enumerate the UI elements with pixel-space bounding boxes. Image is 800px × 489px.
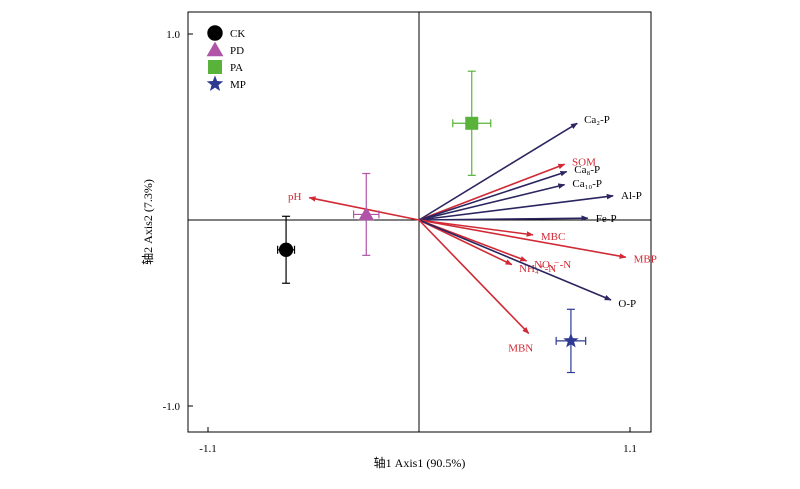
vector-label: Fe-P bbox=[596, 213, 617, 225]
vector-arrow bbox=[418, 215, 589, 222]
legend: CK PD PA MP bbox=[206, 25, 246, 92]
vector-al-p: Al-P bbox=[418, 190, 642, 221]
marker-star bbox=[206, 75, 224, 92]
vector-mbc: MBC bbox=[418, 219, 565, 243]
vector-arrow bbox=[418, 219, 534, 237]
vector-label: MBC bbox=[541, 231, 565, 243]
vector-label: Al-P bbox=[621, 190, 642, 202]
legend-label: MP bbox=[230, 79, 246, 91]
vector-ca-p: Ca₈-P bbox=[418, 164, 600, 221]
vector-arrow bbox=[418, 219, 627, 259]
vector-arrow bbox=[418, 122, 578, 221]
vector-label: Ca₈-P bbox=[574, 164, 600, 176]
legend-label: CK bbox=[230, 28, 245, 40]
vector-label: Ca₁₀-P bbox=[572, 178, 602, 190]
marker-circle bbox=[278, 242, 294, 257]
legend-item-mp: MP bbox=[206, 75, 246, 92]
marker-square bbox=[465, 116, 479, 130]
y-axis-label: 轴2 Axis2 (7.3%) bbox=[140, 179, 155, 265]
vector-mbn: MBN bbox=[418, 219, 533, 354]
marker-triangle bbox=[206, 41, 224, 57]
vector-arrow bbox=[418, 170, 568, 221]
marker-star bbox=[563, 332, 579, 348]
vector-arrow bbox=[418, 219, 612, 301]
point-pd bbox=[352, 172, 380, 256]
vector-label: O-P bbox=[618, 298, 636, 310]
vector-label: MBN bbox=[508, 342, 533, 354]
vector-fe-p: Fe-P bbox=[418, 213, 617, 225]
vector-label: pH bbox=[288, 191, 302, 203]
vector-label: SOM bbox=[572, 156, 596, 168]
y-tick-label: 1.0 bbox=[166, 29, 180, 41]
vector-arrow bbox=[418, 163, 566, 221]
vector-ph: pH bbox=[288, 191, 420, 221]
point-ck bbox=[277, 215, 296, 284]
legend-item-pa: PA bbox=[208, 60, 243, 74]
legend-item-pd: PD bbox=[206, 41, 244, 57]
vector-label: NO₃⁻-N bbox=[534, 259, 571, 271]
vector-arrow bbox=[308, 196, 420, 221]
vector-som: SOM bbox=[418, 156, 596, 221]
vector-arrow bbox=[418, 183, 566, 221]
point-pa bbox=[452, 70, 492, 176]
y-tick-label: -1.0 bbox=[163, 401, 181, 413]
x-tick-label: 1.1 bbox=[623, 443, 637, 455]
vector-arrow bbox=[418, 219, 513, 266]
vector-arrow bbox=[418, 219, 530, 335]
marker-triangle bbox=[358, 206, 375, 221]
vector-arrow bbox=[418, 193, 614, 221]
marker-square bbox=[208, 60, 222, 74]
legend-label: PA bbox=[230, 62, 243, 74]
marker-circle bbox=[207, 25, 223, 41]
vector-ca-p: Ca₂-P bbox=[418, 114, 610, 221]
vector-label: MBP bbox=[634, 254, 657, 266]
vector-label: Ca₂-P bbox=[584, 114, 610, 126]
x-axis-label: 轴1 Axis1 (90.5%) bbox=[374, 455, 466, 470]
point-mp bbox=[555, 308, 587, 374]
legend-item-ck: CK bbox=[207, 25, 245, 41]
legend-label: PD bbox=[230, 45, 244, 57]
vector-ca-p: Ca₁₀-P bbox=[418, 178, 602, 221]
x-tick-label: -1.1 bbox=[199, 443, 216, 455]
vector-o-p: O-P bbox=[418, 219, 636, 310]
vector-mbp: MBP bbox=[418, 219, 657, 266]
